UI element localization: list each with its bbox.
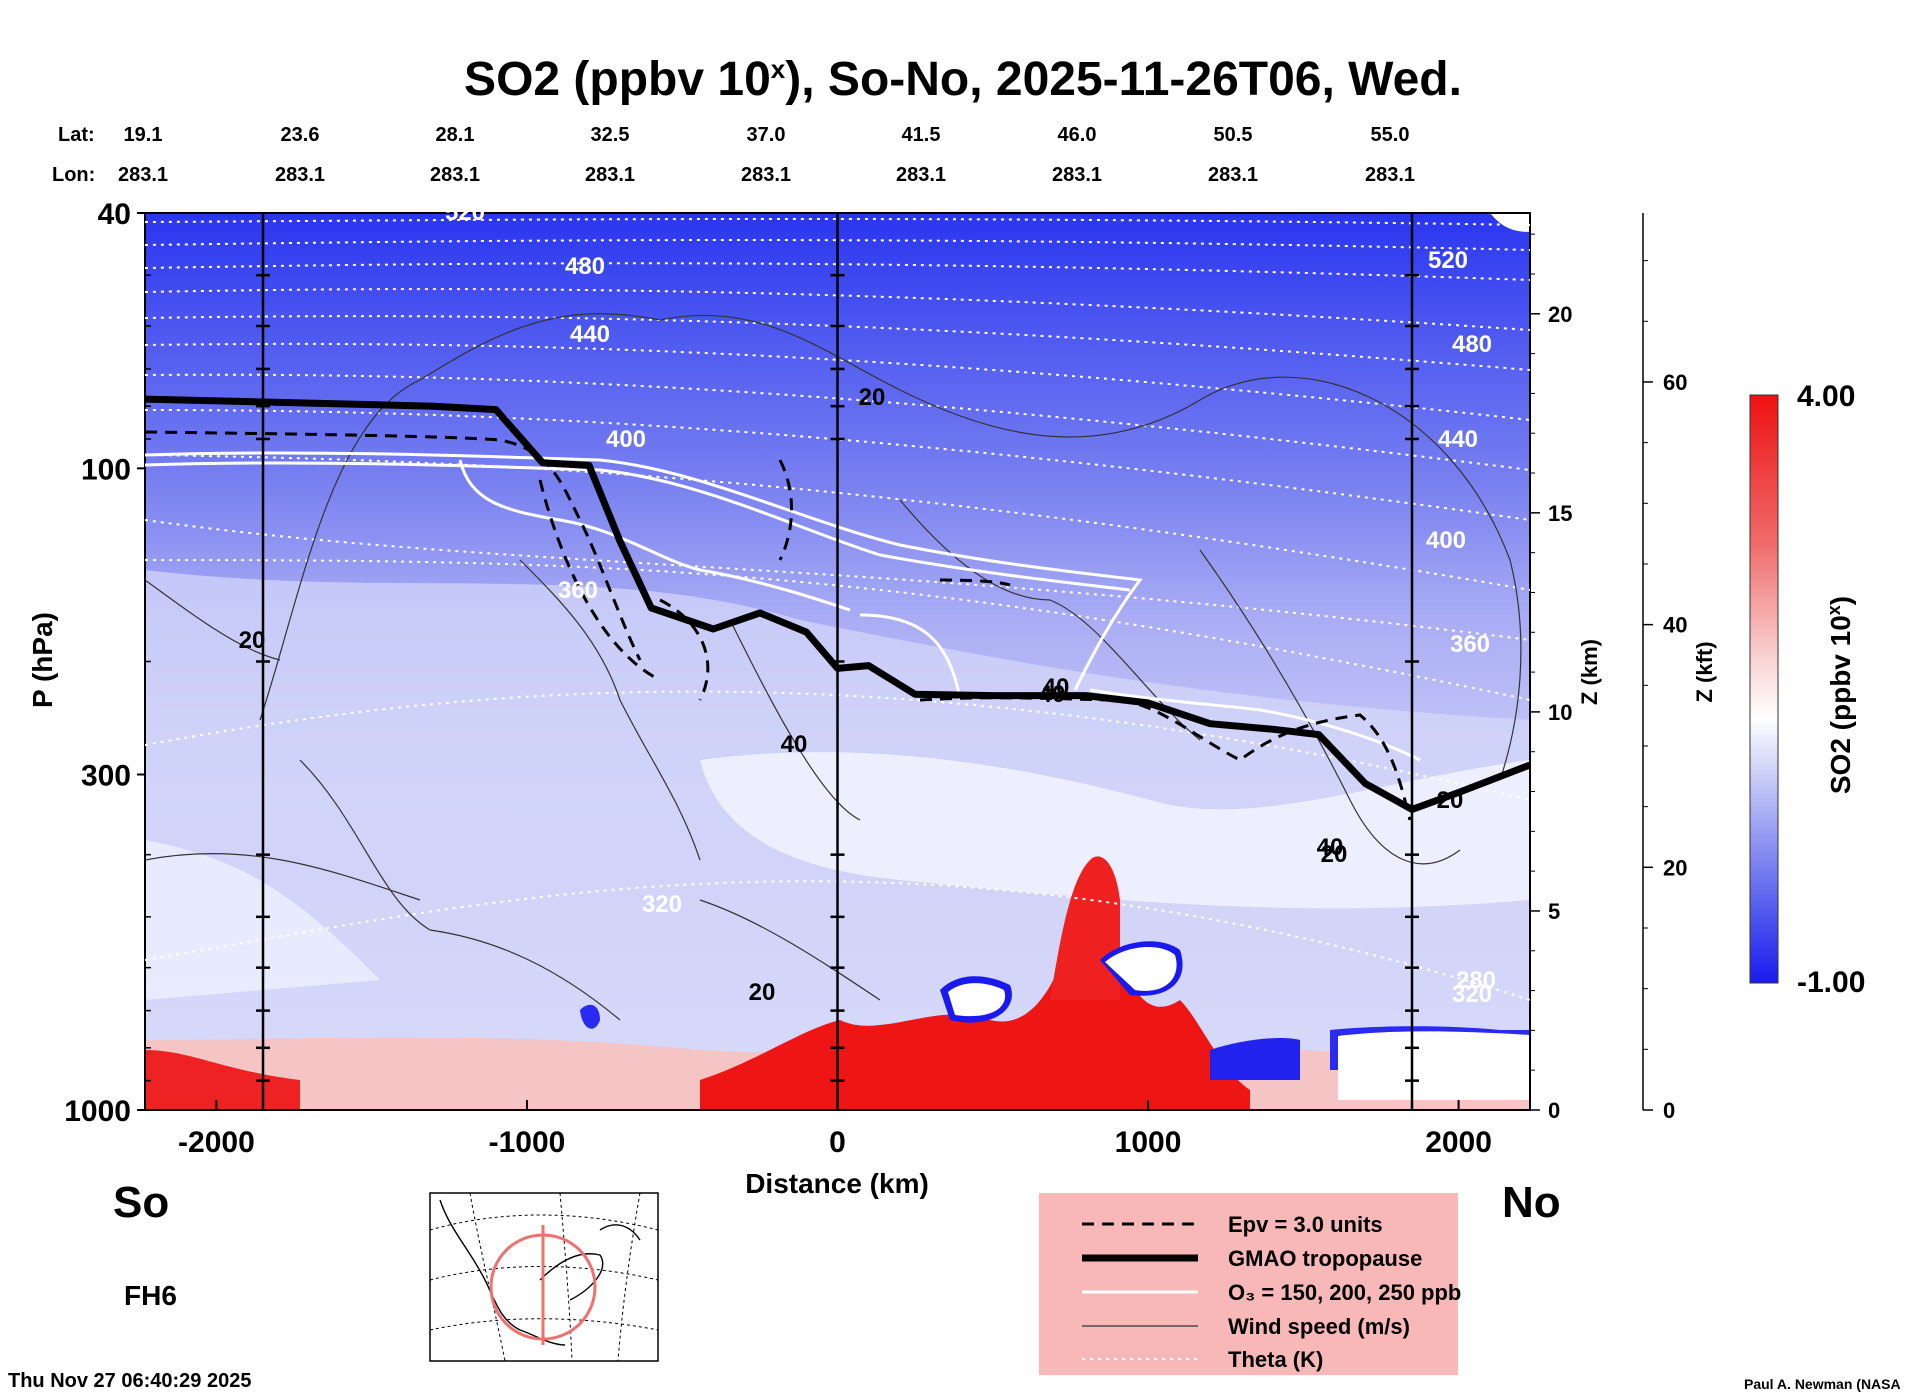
z-kft-tick-label: 60 — [1663, 370, 1687, 395]
colorbar — [1749, 394, 1779, 984]
x-tick-label: -2000 — [178, 1126, 255, 1159]
z-kft-tick-label: 40 — [1663, 613, 1687, 638]
wind-label: 40 — [1317, 834, 1344, 861]
legend-label-tropopause: GMAO tropopause — [1228, 1246, 1422, 1271]
z-km-tick-label: 15 — [1548, 501, 1572, 526]
wind-label: 40 — [1043, 674, 1070, 701]
wind-label: 20 — [749, 979, 776, 1006]
theta-label: 520 — [445, 199, 485, 226]
contour-labels: 5204804404003603205204804404003603202802… — [239, 199, 1496, 1008]
colorbar-label: SO2 (ppbv 10x) — [1824, 596, 1856, 794]
x-tick-label: 2000 — [1425, 1126, 1492, 1159]
z-km-tick-label: 0 — [1548, 1098, 1560, 1123]
lat-value: 19.1 — [123, 124, 163, 146]
wind-label: 20 — [1437, 787, 1464, 814]
lat-value: 55.0 — [1370, 124, 1410, 146]
lon-label: Lon: — [52, 164, 96, 186]
lat-value: 23.6 — [280, 124, 320, 146]
lon-value: 283.1 — [1207, 164, 1259, 186]
lat-value: 41.5 — [901, 124, 941, 146]
z-km-tick-label: 10 — [1548, 700, 1572, 725]
z-km-title: Z (km) — [1577, 639, 1602, 705]
lat-value: 50.5 — [1213, 124, 1253, 146]
y-tick-label: 300 — [81, 759, 131, 792]
theta-label: 400 — [606, 426, 646, 453]
theta-label: 320 — [1452, 981, 1492, 1008]
z-km-axis: 0 5 10 15 20 — [1530, 233, 1572, 1123]
wind-label: 20 — [1321, 841, 1348, 868]
lon-value: 283.1 — [895, 164, 947, 186]
wind-label: 20 — [859, 384, 886, 411]
north-label: No — [1502, 1178, 1561, 1227]
theta-label: 320 — [642, 891, 682, 918]
vertical-reference-lines — [256, 213, 1419, 1110]
x-tick-label: -1000 — [489, 1126, 566, 1159]
z-km-tick-label: 20 — [1548, 302, 1572, 327]
south-label: So — [113, 1178, 170, 1227]
colorbar-min: -1.00 — [1797, 966, 1865, 999]
theta-contours — [145, 217, 1530, 1001]
y-tick-label: 1000 — [64, 1095, 131, 1128]
lat-label: Lat: — [58, 124, 95, 146]
theta-label: 400 — [1426, 527, 1466, 554]
pressure-axis: 40 100 300 1000 — [64, 198, 151, 1128]
z-km-tick-label: 5 — [1548, 899, 1560, 924]
lon-value: 283.1 — [740, 164, 792, 186]
x-axis-title: Distance (km) — [745, 1168, 929, 1199]
wind-label: 40 — [781, 731, 808, 758]
theta-label: 480 — [565, 253, 605, 280]
theta-label: 280 — [1456, 967, 1496, 994]
wind-label: 40 — [1039, 681, 1066, 708]
legend-label-wind: Wind speed (m/s) — [1228, 1314, 1410, 1339]
lon-value: 283.1 — [274, 164, 326, 186]
timestamp: Thu Nov 27 06:40:29 2025 — [8, 1370, 252, 1392]
lon-value: 283.1 — [1051, 164, 1103, 186]
z-kft-tick-label: 20 — [1663, 855, 1687, 880]
legend-label-epv: Epv = 3.0 units — [1228, 1212, 1383, 1237]
forecast-hour: FH6 — [124, 1280, 177, 1311]
chart-title: SO2 (ppbv 10x), So-No, 2025-11-26T06, We… — [464, 53, 1462, 106]
x-tick-label: 0 — [829, 1126, 846, 1159]
credit: Paul A. Newman (NASA — [1744, 1376, 1901, 1392]
theta-label: 440 — [570, 321, 610, 348]
legend: Epv = 3.0 units GMAO tropopause O₃ = 150… — [1039, 1193, 1461, 1375]
y-tick-label: 40 — [98, 198, 131, 231]
theta-label: 360 — [1450, 631, 1490, 658]
lon-value: 283.1 — [1364, 164, 1416, 186]
y-tick-label: 100 — [81, 453, 131, 486]
x-tick-label: 1000 — [1115, 1126, 1182, 1159]
y-axis-title: P (hPa) — [27, 612, 58, 708]
lat-value: 32.5 — [590, 124, 630, 146]
lat-value: 46.0 — [1057, 124, 1097, 146]
lat-value: 28.1 — [435, 124, 475, 146]
z-kft-title: Z (kft) — [1692, 641, 1717, 702]
tropopause-line — [145, 395, 1530, 813]
lat-value: 37.0 — [746, 124, 786, 146]
distance-axis: -2000 -1000 0 1000 2000 — [178, 1100, 1492, 1159]
legend-label-theta: Theta (K) — [1228, 1347, 1323, 1372]
lon-value: 283.1 — [584, 164, 636, 186]
ozone-contours — [145, 451, 1421, 762]
wind-speed-contours — [145, 313, 1522, 1021]
theta-label: 520 — [1428, 247, 1468, 274]
z-kft-axis: 0 20 40 60 — [1642, 213, 1687, 1123]
theta-label: 440 — [1438, 426, 1478, 453]
legend-label-ozone: O₃ = 150, 200, 250 ppb — [1228, 1280, 1461, 1305]
colorbar-max: 4.00 — [1797, 380, 1855, 413]
theta-label: 360 — [558, 577, 598, 604]
location-map — [429, 1192, 659, 1362]
lon-value: 283.1 — [117, 164, 169, 186]
theta-label: 480 — [1452, 331, 1492, 358]
wind-label: 20 — [239, 627, 266, 654]
lon-value: 283.1 — [429, 164, 481, 186]
z-kft-tick-label: 0 — [1663, 1098, 1675, 1123]
